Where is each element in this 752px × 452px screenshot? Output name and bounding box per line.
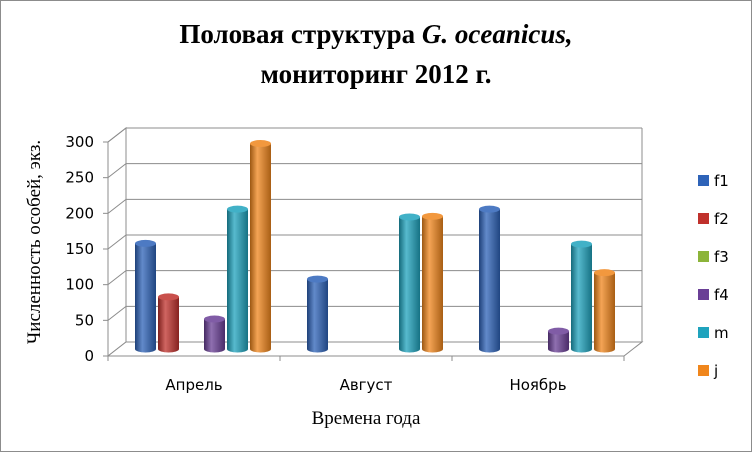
gridline (107, 198, 642, 214)
legend-label: f4 (714, 286, 729, 304)
x-axis-label: Времена года (312, 408, 421, 429)
bar (594, 269, 615, 353)
legend-swatch (698, 251, 709, 262)
y-tick-label: 300 (65, 133, 94, 151)
bar (422, 212, 443, 353)
y-tick-label: 150 (65, 240, 94, 258)
bar-cap (250, 140, 271, 148)
bar-body (399, 217, 420, 353)
category-label: Ноябрь (509, 376, 566, 394)
y-tick-label: 100 (65, 276, 94, 294)
bar (250, 140, 271, 353)
bar (227, 205, 248, 353)
gridlines (107, 127, 642, 321)
bar (158, 293, 179, 353)
bar-cap (135, 239, 156, 247)
bar-body (422, 216, 443, 353)
bar (571, 240, 592, 353)
category-label: Апрель (165, 376, 222, 394)
legend-label: f2 (714, 210, 729, 228)
y-tick-label: 0 (84, 347, 94, 365)
bar-cap (422, 212, 443, 220)
y-axis-ticks: 0 50 100 150 200 250 300 (65, 133, 109, 365)
bar-body (204, 319, 225, 353)
legend-label: f1 (714, 172, 729, 190)
bar (479, 205, 500, 353)
bar-body (548, 331, 569, 353)
y-tick-label: 250 (65, 169, 94, 187)
legend-swatch (698, 365, 709, 376)
legend-label: j (713, 362, 718, 380)
bar-body (594, 272, 615, 353)
bar-cap (548, 327, 569, 335)
bar (307, 275, 328, 353)
legend-swatch (698, 175, 709, 186)
x-axis-categories: Апрель Август Ноябрь (107, 355, 625, 394)
title-species: G. oceanicus, (421, 19, 573, 49)
legend: f1 f2 f3 f4 m j (698, 172, 729, 380)
bar-cap (479, 205, 500, 213)
bar (135, 239, 156, 353)
bar-body (158, 296, 179, 353)
bar-cap (158, 293, 179, 301)
bar-body (307, 279, 328, 353)
category-label: Август (340, 376, 393, 394)
bar (204, 315, 225, 353)
legend-swatch (698, 213, 709, 224)
bar-cap (399, 213, 420, 221)
bar-body (250, 143, 271, 353)
chart-walls (106, 126, 644, 358)
bar-cap (307, 275, 328, 283)
bar-cap (204, 315, 225, 323)
title-text: Половая структура (179, 19, 422, 49)
legend-label: m (714, 324, 729, 342)
y-tick-label: 200 (65, 204, 94, 222)
gridline (107, 305, 642, 321)
y-axis-label: Численность особей, экз. (24, 140, 45, 344)
legend-swatch (698, 289, 709, 300)
chart-title: Половая структура G. oceanicus, монитори… (0, 14, 752, 94)
gridline (107, 127, 642, 143)
bar-cap (594, 269, 615, 277)
bar-body (227, 209, 248, 353)
bar (399, 213, 420, 353)
legend-label: f3 (714, 248, 729, 266)
bar-body (571, 244, 592, 353)
gridline (107, 270, 642, 286)
bar-body (135, 243, 156, 353)
gridline (107, 163, 642, 179)
bar-cap (571, 240, 592, 248)
bar (548, 327, 569, 353)
y-tick-label: 50 (75, 311, 94, 329)
bar-cap (227, 205, 248, 213)
legend-swatch (698, 327, 709, 338)
title-subtitle: мониторинг 2012 г. (260, 59, 492, 89)
gridline (107, 234, 642, 250)
bar-body (479, 209, 500, 353)
bars (135, 140, 615, 353)
